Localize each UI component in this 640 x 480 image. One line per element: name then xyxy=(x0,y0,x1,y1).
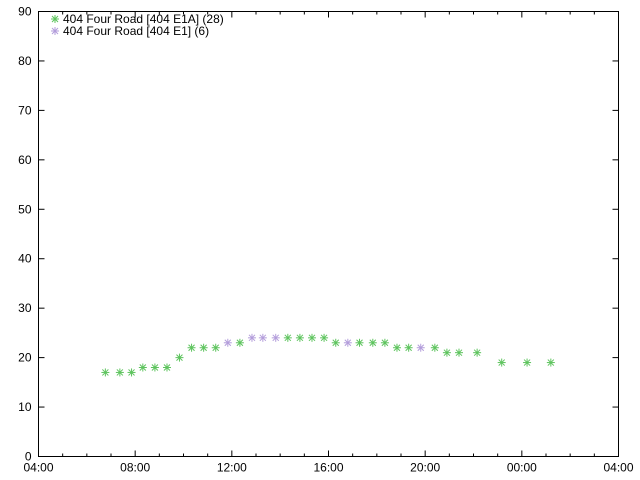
data-point-series-0 xyxy=(497,358,506,367)
data-point-series-0 xyxy=(295,333,304,342)
data-point-series-1 xyxy=(247,333,256,342)
data-point-series-0 xyxy=(150,363,159,372)
data-point-series-0 xyxy=(331,338,340,347)
y-tick-label: 80 xyxy=(18,54,32,68)
x-tick-label: 12:00 xyxy=(217,461,247,475)
x-tick-label: 08:00 xyxy=(120,461,150,475)
y-tick-label: 50 xyxy=(18,202,32,216)
y-tick-label: 40 xyxy=(18,252,32,266)
data-point-series-0 xyxy=(473,348,482,357)
data-point-series-1 xyxy=(343,338,352,347)
data-point-series-0 xyxy=(283,333,292,342)
legend: 404 Four Road [404 E1A] (28) 404 Four Ro… xyxy=(51,12,224,38)
data-point-series-1 xyxy=(258,333,267,342)
legend-label-e1a: 404 Four Road [404 E1A] (28) xyxy=(63,12,224,26)
data-point-series-0 xyxy=(175,353,184,362)
data-point-series-0 xyxy=(235,338,244,347)
legend-marker-e1a xyxy=(51,15,59,23)
data-point-series-0 xyxy=(546,358,555,367)
legend-asterisk-icon xyxy=(51,15,59,23)
data-point-series-0 xyxy=(187,343,196,352)
data-point-series-0 xyxy=(430,343,439,352)
data-point-series-0 xyxy=(455,348,463,357)
data-point-series-1 xyxy=(223,338,232,347)
y-tick-label: 90 xyxy=(18,5,32,19)
data-point-series-0 xyxy=(392,343,401,352)
y-tick-label: 70 xyxy=(18,103,32,117)
data-point-series-1 xyxy=(416,343,425,352)
legend-asterisk-icon xyxy=(51,27,59,35)
data-point-series-0 xyxy=(355,338,364,347)
data-point-series-0 xyxy=(115,368,124,377)
y-tick-label: 60 xyxy=(18,153,32,167)
legend-marker-e1 xyxy=(51,27,59,35)
data-point-series-0 xyxy=(211,343,220,352)
data-point-series-0 xyxy=(380,338,389,347)
data-point-series-0 xyxy=(127,368,136,377)
x-tick-label: 00:00 xyxy=(507,461,537,475)
data-point-series-0 xyxy=(138,363,147,372)
data-point-series-0 xyxy=(320,333,329,342)
data-point-series-0 xyxy=(368,338,377,347)
plot-frame xyxy=(38,11,619,457)
x-tick-label: 04:00 xyxy=(23,461,53,475)
data-point-series-0 xyxy=(523,358,532,367)
legend-label-e1: 404 Four Road [404 E1] (6) xyxy=(63,24,209,38)
data-point-series-0 xyxy=(199,343,208,352)
y-tick-label: 0 xyxy=(25,450,32,464)
data-point-series-0 xyxy=(101,368,110,377)
y-tick-label: 30 xyxy=(18,301,32,315)
x-tick-label: 20:00 xyxy=(410,461,440,475)
data-point-series-1 xyxy=(271,333,280,342)
data-point-series-0 xyxy=(442,348,451,357)
y-tick-label: 10 xyxy=(18,400,32,414)
x-tick-label: 04:00 xyxy=(603,461,633,475)
data-point-series-0 xyxy=(162,363,171,372)
x-tick-label: 16:00 xyxy=(313,461,343,475)
y-tick-label: 20 xyxy=(18,351,32,365)
data-point-series-0 xyxy=(404,343,413,352)
data-point-series-0 xyxy=(307,333,316,342)
